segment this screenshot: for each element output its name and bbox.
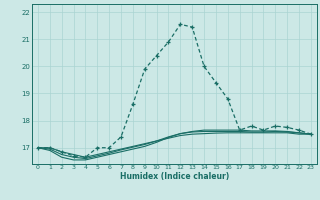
- X-axis label: Humidex (Indice chaleur): Humidex (Indice chaleur): [120, 172, 229, 181]
